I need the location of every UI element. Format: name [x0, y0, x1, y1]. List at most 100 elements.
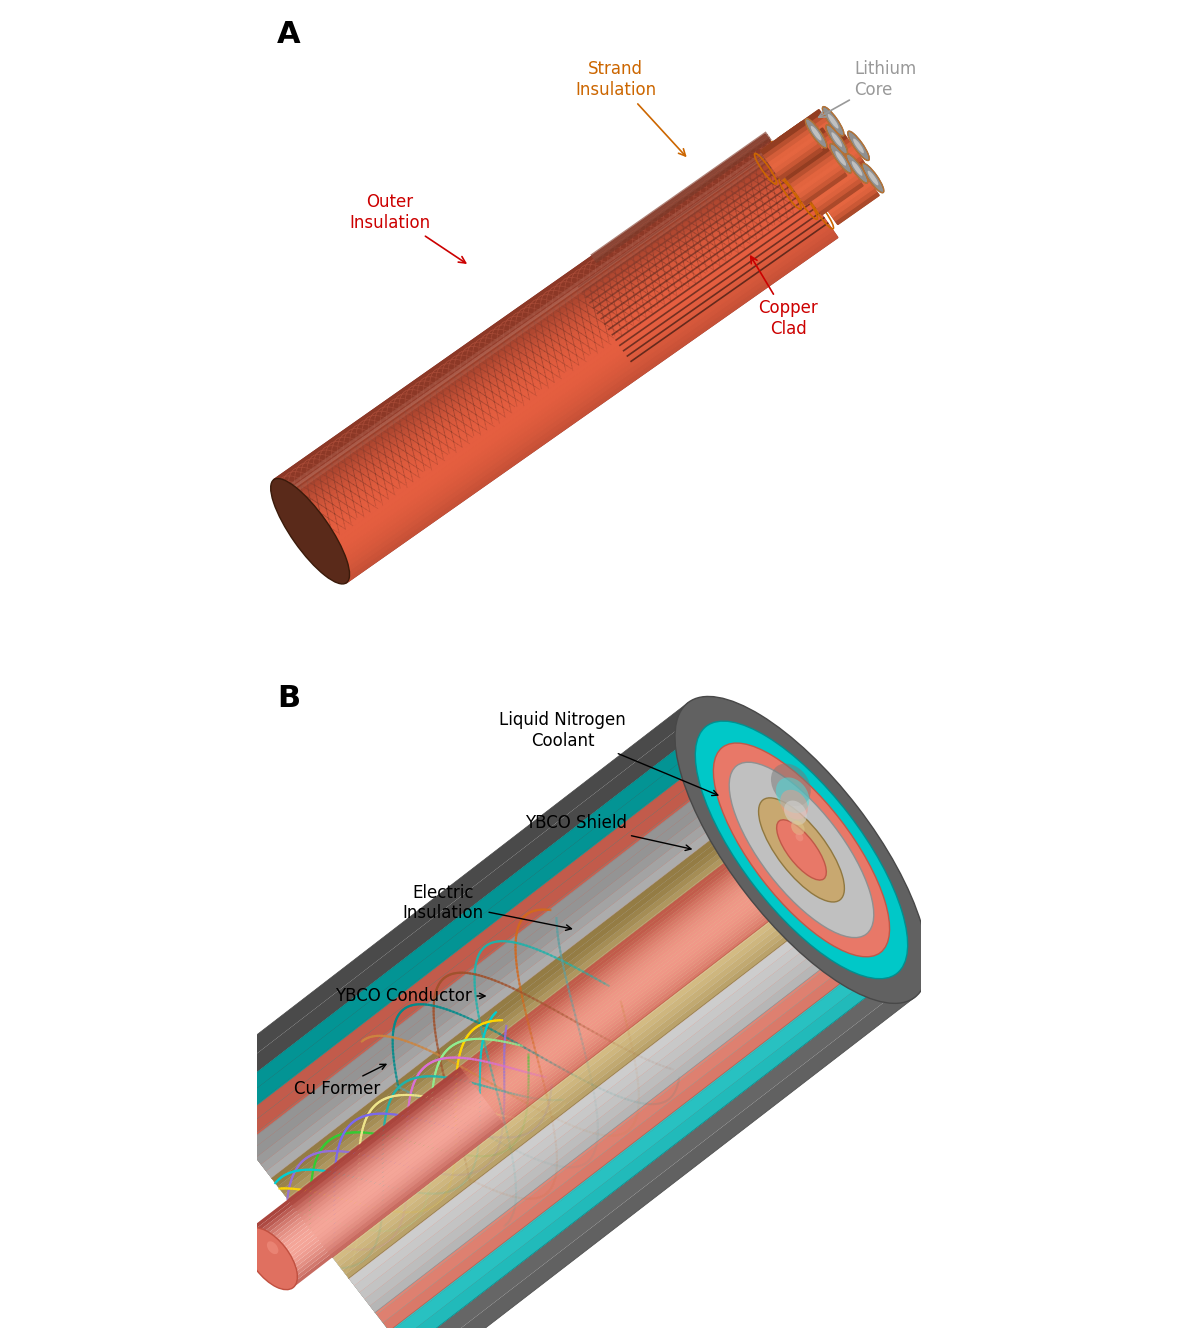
Text: Outer
Insulation: Outer Insulation: [349, 193, 465, 263]
Polygon shape: [270, 797, 769, 1187]
Polygon shape: [231, 748, 729, 1134]
Polygon shape: [287, 819, 781, 1202]
Polygon shape: [303, 175, 796, 525]
Polygon shape: [324, 867, 816, 1248]
Polygon shape: [360, 915, 860, 1305]
Polygon shape: [345, 895, 842, 1282]
Polygon shape: [344, 895, 843, 1283]
Polygon shape: [786, 135, 830, 167]
Polygon shape: [828, 181, 872, 214]
Ellipse shape: [675, 696, 928, 1004]
Polygon shape: [780, 113, 823, 146]
Text: Cu Former: Cu Former: [293, 1064, 386, 1098]
Ellipse shape: [852, 161, 862, 175]
Polygon shape: [344, 894, 840, 1279]
Polygon shape: [294, 830, 788, 1211]
Polygon shape: [279, 141, 773, 490]
Ellipse shape: [822, 106, 843, 135]
Polygon shape: [795, 161, 839, 194]
Polygon shape: [287, 821, 781, 1202]
Polygon shape: [369, 927, 869, 1317]
Polygon shape: [260, 786, 760, 1174]
Polygon shape: [370, 928, 868, 1315]
Polygon shape: [315, 855, 808, 1236]
Polygon shape: [343, 892, 836, 1275]
Polygon shape: [291, 158, 785, 507]
Text: Copper
Clad: Copper Clad: [750, 256, 818, 339]
Ellipse shape: [848, 131, 869, 161]
Polygon shape: [790, 127, 834, 161]
Polygon shape: [364, 920, 861, 1305]
Polygon shape: [825, 178, 869, 210]
Polygon shape: [244, 764, 741, 1150]
Polygon shape: [303, 839, 799, 1224]
Polygon shape: [230, 746, 729, 1134]
Polygon shape: [835, 191, 879, 224]
Polygon shape: [251, 1070, 464, 1235]
Polygon shape: [311, 851, 805, 1232]
Polygon shape: [803, 134, 847, 167]
Polygon shape: [322, 865, 821, 1254]
Polygon shape: [793, 158, 836, 190]
Polygon shape: [315, 855, 815, 1246]
Polygon shape: [336, 884, 830, 1267]
Polygon shape: [810, 145, 854, 178]
Polygon shape: [256, 1076, 469, 1242]
Polygon shape: [291, 825, 790, 1214]
Polygon shape: [324, 867, 825, 1258]
Polygon shape: [290, 823, 782, 1204]
Polygon shape: [305, 179, 799, 527]
Ellipse shape: [770, 764, 810, 806]
Polygon shape: [327, 872, 820, 1252]
Polygon shape: [383, 944, 881, 1328]
Polygon shape: [266, 1090, 479, 1256]
Polygon shape: [317, 197, 812, 544]
Polygon shape: [310, 186, 803, 535]
Polygon shape: [307, 182, 801, 531]
Polygon shape: [296, 165, 789, 514]
Polygon shape: [284, 815, 782, 1203]
Polygon shape: [789, 139, 833, 171]
Polygon shape: [271, 1096, 484, 1262]
Polygon shape: [300, 838, 799, 1224]
Polygon shape: [790, 154, 834, 187]
Polygon shape: [293, 827, 787, 1208]
Polygon shape: [329, 875, 828, 1263]
Polygon shape: [329, 874, 822, 1255]
Polygon shape: [292, 826, 788, 1211]
Polygon shape: [805, 161, 848, 193]
Polygon shape: [808, 142, 852, 174]
Polygon shape: [342, 231, 835, 579]
Text: Liquid Nitrogen
Coolant: Liquid Nitrogen Coolant: [499, 710, 717, 795]
Polygon shape: [269, 1093, 482, 1259]
Text: YBCO Shield: YBCO Shield: [524, 814, 691, 850]
Polygon shape: [323, 203, 816, 552]
Ellipse shape: [759, 798, 845, 902]
Polygon shape: [801, 157, 863, 215]
Polygon shape: [307, 846, 805, 1232]
Text: A: A: [277, 20, 300, 49]
Ellipse shape: [267, 1242, 278, 1254]
Polygon shape: [818, 166, 861, 199]
Polygon shape: [286, 1117, 499, 1282]
Polygon shape: [297, 833, 790, 1214]
Polygon shape: [339, 227, 833, 576]
Polygon shape: [296, 831, 790, 1214]
Polygon shape: [794, 146, 838, 179]
Polygon shape: [297, 833, 798, 1223]
Polygon shape: [298, 835, 792, 1215]
Polygon shape: [398, 964, 896, 1328]
Polygon shape: [263, 789, 760, 1175]
Polygon shape: [291, 826, 785, 1206]
Polygon shape: [206, 714, 706, 1105]
Polygon shape: [761, 122, 805, 154]
Polygon shape: [333, 880, 830, 1266]
Polygon shape: [335, 220, 828, 570]
Polygon shape: [224, 738, 724, 1129]
Polygon shape: [799, 153, 842, 186]
Polygon shape: [337, 224, 830, 572]
Ellipse shape: [868, 171, 879, 186]
Polygon shape: [338, 887, 835, 1272]
Polygon shape: [315, 857, 809, 1239]
Polygon shape: [822, 174, 866, 206]
